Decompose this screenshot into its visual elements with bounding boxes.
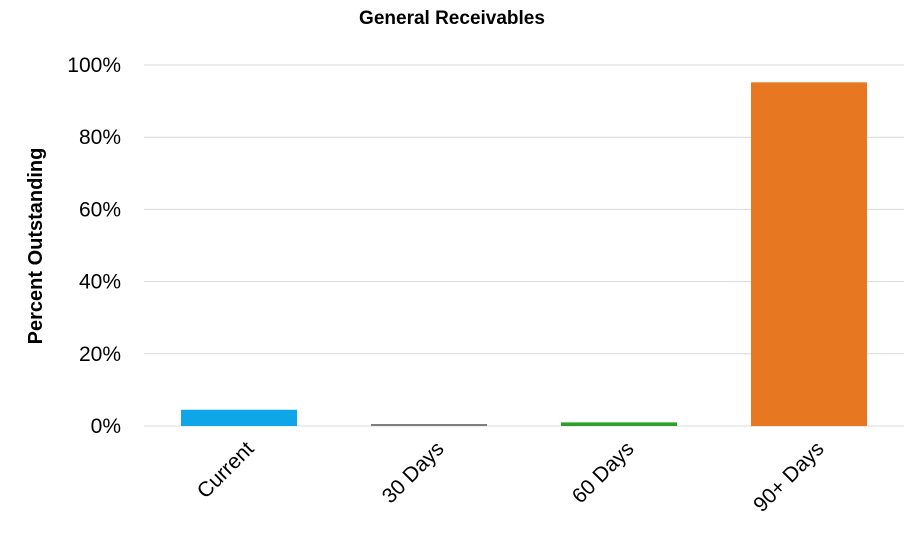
bar (371, 424, 487, 426)
y-tick-label: 80% (79, 126, 121, 149)
bar (181, 409, 297, 426)
x-axis-ticks: Current 30 Days 60 Days 90+ Days (193, 437, 829, 517)
y-tick-label: 0% (91, 415, 121, 438)
bar (751, 82, 867, 426)
chart-title: General Receivables (359, 8, 545, 29)
bars (181, 82, 867, 426)
bar (561, 422, 677, 426)
x-tick-label: Current (193, 437, 259, 503)
y-axis-label: Percent Outstanding (25, 148, 47, 345)
x-tick-label: 30 Days (378, 437, 449, 508)
y-tick-label: 40% (79, 271, 121, 294)
y-tick-label: 100% (67, 54, 121, 77)
y-tick-label: 20% (79, 343, 121, 366)
y-axis-ticks: 0% 20% 40% 60% 80% 100% (67, 54, 121, 438)
x-tick-label: 60 Days (568, 437, 639, 508)
y-tick-label: 60% (79, 198, 121, 221)
x-tick-label: 90+ Days (749, 437, 828, 516)
